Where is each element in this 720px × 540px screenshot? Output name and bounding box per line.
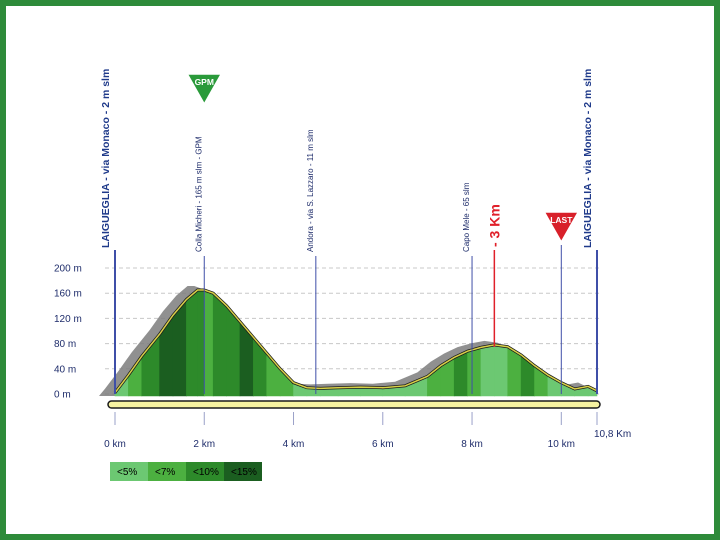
last-km-badge (543, 211, 580, 244)
waypoint-label-finish: LAIGUEGLIA - via Monaco - 2 m slm (582, 69, 594, 248)
gpm-badge-label: GPM (195, 77, 214, 87)
profile-segment (212, 292, 227, 397)
y-tick-label: 160 m (54, 289, 82, 300)
y-tick-label: 40 m (54, 364, 76, 375)
last-km-badge-label: LAST (550, 215, 573, 225)
profile-segment (203, 289, 214, 397)
profile-edge (114, 289, 598, 394)
x-tick-label: 8 km (461, 439, 483, 450)
x-tick-label: 2 km (193, 439, 215, 450)
profile-segment (494, 344, 509, 397)
y-tick-label: 0 m (54, 390, 71, 401)
y-tick-label: 200 m (54, 264, 82, 275)
waypoint-label-start: LAIGUEGLIA - via Monaco - 2 m slm (100, 69, 112, 248)
y-tick-label: 80 m (54, 339, 76, 350)
x-tick-label: 4 km (283, 439, 305, 450)
y-tick-label: 120 m (54, 314, 82, 325)
profile-segment (467, 346, 482, 397)
profile-segment (480, 344, 495, 397)
waypoint-label: Colla Micheri - 165 m slm - GPM (194, 136, 203, 252)
waypoint-label-3km: - 3 Km (486, 204, 502, 247)
profile-segment (186, 289, 198, 397)
gpm-badge (185, 73, 223, 106)
legend-swatch (224, 462, 262, 481)
legend-swatch (148, 462, 186, 481)
waypoint-label: Capo Mele - 65 slm (462, 182, 471, 252)
legend-label: <7% (155, 467, 175, 478)
legend-swatch (110, 462, 148, 481)
profile-segment (197, 289, 205, 397)
legend-label: <15% (231, 467, 257, 478)
x-tick-label: 6 km (372, 439, 394, 450)
road-bar (107, 400, 601, 409)
x-tick-label: 10,8 Km (594, 429, 631, 440)
x-tick-label: 0 km (104, 439, 126, 450)
legend-label: <10% (193, 467, 219, 478)
legend-swatch (186, 462, 224, 481)
legend-label: <5% (117, 467, 137, 478)
x-tick-label: 10 km (548, 439, 575, 450)
waypoint-label: Andora - via S. Lazzaro - 11 m slm (306, 129, 315, 252)
